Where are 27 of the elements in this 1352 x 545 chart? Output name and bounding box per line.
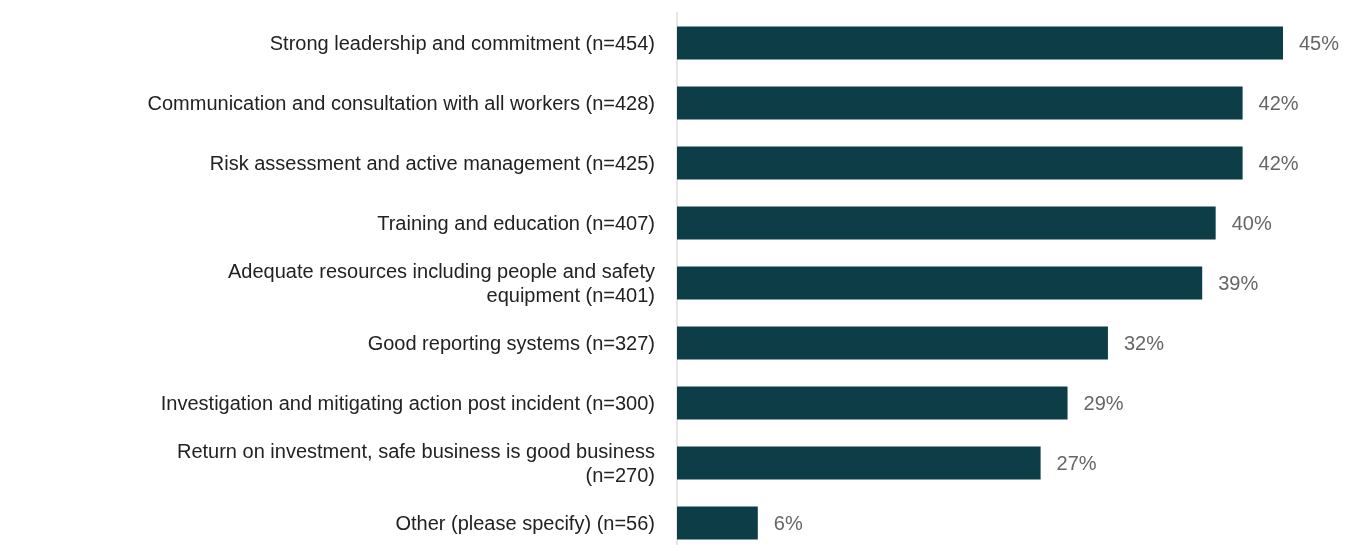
data-label: 27% <box>1056 452 1097 474</box>
data-label: 42% <box>1258 152 1299 174</box>
bar <box>677 206 1216 240</box>
bar <box>677 326 1108 360</box>
y-tick-label: Good reporting systems (n=327) <box>367 332 655 354</box>
bar <box>677 446 1041 480</box>
y-tick-label: Risk assessment and active management (n=425) <box>209 152 655 174</box>
y-tick-label: Return on investment, safe business is good business (n=270) <box>176 440 655 486</box>
y-tick-label: Other (please specify) (n=56) <box>395 512 655 534</box>
bar <box>677 506 758 540</box>
y-tick-label: Investigation and mitigating action post incident (n=300) <box>160 392 655 414</box>
data-label: 6% <box>773 512 803 534</box>
bar <box>677 146 1243 180</box>
bar <box>677 86 1243 120</box>
y-tick-label: Strong leadership and commitment (n=454) <box>269 32 655 54</box>
bar <box>677 26 1283 60</box>
bar <box>677 266 1203 300</box>
y-tick-label: Adequate resources including people and safety equipment (n=401) <box>228 260 655 306</box>
data-label: 42% <box>1258 92 1299 114</box>
y-tick-label: Training and education (n=407) <box>377 212 655 234</box>
data-label: 39% <box>1218 272 1259 294</box>
data-label: 32% <box>1123 332 1165 354</box>
data-label: 29% <box>1083 392 1124 414</box>
y-tick-label: Communication and consultation with all workers (n=428) <box>147 92 655 114</box>
data-label: 45% <box>1299 32 1340 54</box>
bar <box>677 386 1068 420</box>
data-label: 40% <box>1231 212 1272 234</box>
